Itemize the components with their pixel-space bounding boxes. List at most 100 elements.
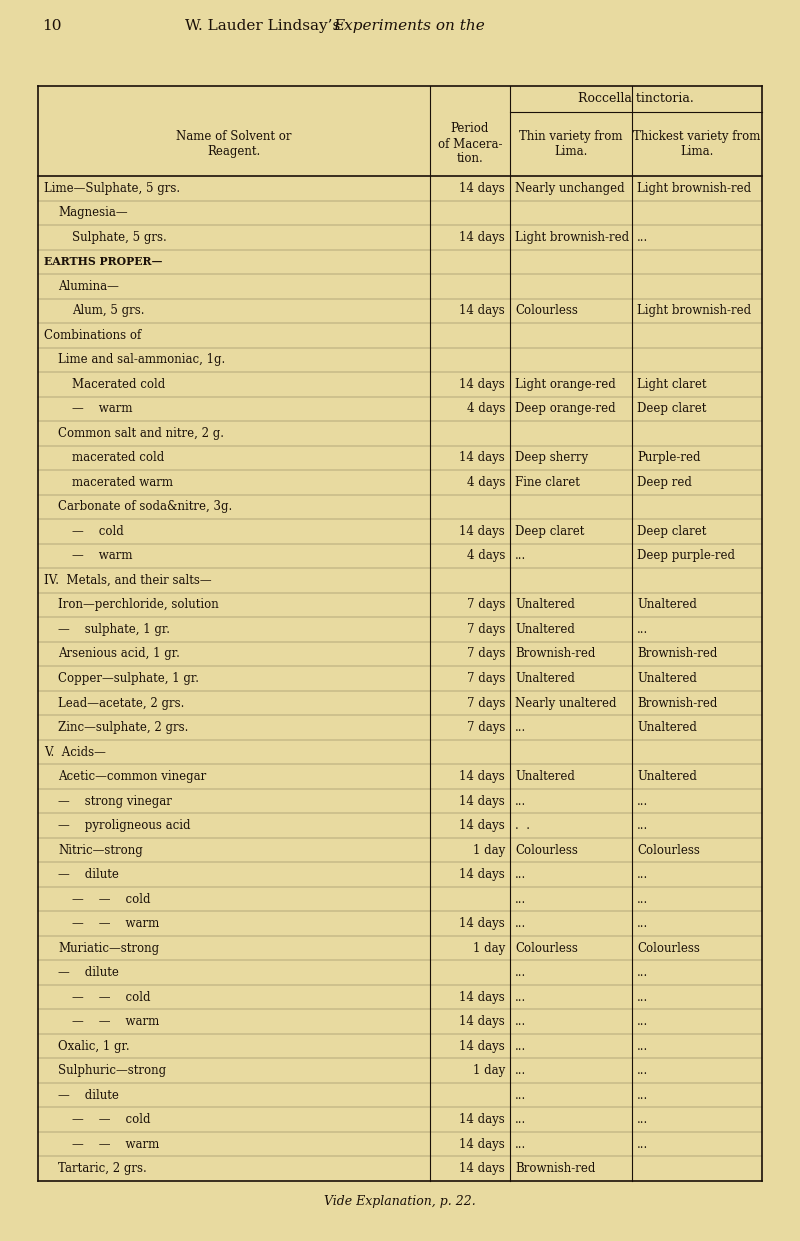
Text: —    —    warm: — — warm <box>72 1138 159 1150</box>
Text: Brownish-red: Brownish-red <box>637 648 718 660</box>
Text: ...: ... <box>515 1088 526 1102</box>
Text: Deep sherry: Deep sherry <box>515 452 588 464</box>
Text: ...: ... <box>637 917 648 930</box>
Text: Sulphuric—strong: Sulphuric—strong <box>58 1065 166 1077</box>
Text: Light brownish-red: Light brownish-red <box>515 231 629 243</box>
Text: —    —    cold: — — cold <box>72 990 150 1004</box>
Text: Light brownish-red: Light brownish-red <box>637 181 751 195</box>
Text: —    strong vinegar: — strong vinegar <box>58 794 172 808</box>
Text: 14 days: 14 days <box>459 819 505 831</box>
Text: macerated warm: macerated warm <box>72 475 173 489</box>
Text: Combinations of: Combinations of <box>44 329 142 341</box>
Text: 14 days: 14 days <box>459 304 505 318</box>
Text: 14 days: 14 days <box>459 869 505 881</box>
Text: Vide Explanation, p. 22.: Vide Explanation, p. 22. <box>324 1195 476 1207</box>
Text: Light orange-red: Light orange-red <box>515 377 616 391</box>
Text: ...: ... <box>515 1138 526 1150</box>
Text: ...: ... <box>637 1088 648 1102</box>
Text: 1 day: 1 day <box>473 1065 505 1077</box>
Text: 1 day: 1 day <box>473 844 505 856</box>
Text: Colourless: Colourless <box>515 844 578 856</box>
Text: ...: ... <box>637 623 648 635</box>
Text: 14 days: 14 days <box>459 1113 505 1127</box>
Text: 4 days: 4 days <box>466 475 505 489</box>
Text: —    pyroligneous acid: — pyroligneous acid <box>58 819 190 831</box>
Text: ...: ... <box>515 869 526 881</box>
Text: 14 days: 14 days <box>459 1015 505 1029</box>
Text: ...: ... <box>637 794 648 808</box>
Text: Copper—sulphate, 1 gr.: Copper—sulphate, 1 gr. <box>58 671 199 685</box>
Text: 14 days: 14 days <box>459 377 505 391</box>
Text: —    —    cold: — — cold <box>72 1113 150 1127</box>
Text: Period
of Macera-
tion.: Period of Macera- tion. <box>438 123 502 165</box>
Text: —    cold: — cold <box>72 525 124 537</box>
Text: Unaltered: Unaltered <box>515 671 575 685</box>
Text: Experiments on the: Experiments on the <box>333 19 485 34</box>
Text: 14 days: 14 days <box>459 794 505 808</box>
Text: Lead—acetate, 2 grs.: Lead—acetate, 2 grs. <box>58 696 184 710</box>
Text: ...: ... <box>515 550 526 562</box>
Text: Name of Solvent or
Reagent.: Name of Solvent or Reagent. <box>176 130 292 158</box>
Text: Macerated cold: Macerated cold <box>72 377 166 391</box>
Text: Colourless: Colourless <box>637 844 700 856</box>
Text: W. Lauder Lindsay’s: W. Lauder Lindsay’s <box>185 19 345 34</box>
Text: ...: ... <box>515 1015 526 1029</box>
Text: ...: ... <box>637 1065 648 1077</box>
Text: 7 days: 7 days <box>466 696 505 710</box>
Text: ...: ... <box>637 231 648 243</box>
Text: V.  Acids—: V. Acids— <box>44 746 106 758</box>
Text: 14 days: 14 days <box>459 1138 505 1150</box>
Text: —    —    warm: — — warm <box>72 917 159 930</box>
Text: macerated cold: macerated cold <box>72 452 164 464</box>
Text: 7 days: 7 days <box>466 598 505 612</box>
Text: Fine claret: Fine claret <box>515 475 580 489</box>
Text: Muriatic—strong: Muriatic—strong <box>58 942 159 954</box>
Text: —    dilute: — dilute <box>58 1088 119 1102</box>
Text: 4 days: 4 days <box>466 402 505 416</box>
Text: 7 days: 7 days <box>466 648 505 660</box>
Text: Oxalic, 1 gr.: Oxalic, 1 gr. <box>58 1040 130 1052</box>
Text: Lime and sal-ammoniac, 1g.: Lime and sal-ammoniac, 1g. <box>58 354 226 366</box>
Text: Magnesia—: Magnesia— <box>58 206 128 220</box>
Text: ...: ... <box>515 1113 526 1127</box>
Text: Brownish-red: Brownish-red <box>515 648 595 660</box>
Text: 14 days: 14 days <box>459 231 505 243</box>
Text: 14 days: 14 days <box>459 452 505 464</box>
Text: —    —    warm: — — warm <box>72 1015 159 1029</box>
Text: Colourless: Colourless <box>637 942 700 954</box>
Text: ...: ... <box>637 819 648 831</box>
Text: Common salt and nitre, 2 g.: Common salt and nitre, 2 g. <box>58 427 224 439</box>
Text: Unaltered: Unaltered <box>515 623 575 635</box>
Text: Colourless: Colourless <box>515 304 578 318</box>
Text: Unaltered: Unaltered <box>637 721 697 733</box>
Text: Zinc—sulphate, 2 grs.: Zinc—sulphate, 2 grs. <box>58 721 188 733</box>
Text: Purple-red: Purple-red <box>637 452 701 464</box>
Text: 1 day: 1 day <box>473 942 505 954</box>
Text: Alum, 5 grs.: Alum, 5 grs. <box>72 304 145 318</box>
Text: Unaltered: Unaltered <box>637 671 697 685</box>
Text: Deep red: Deep red <box>637 475 692 489</box>
Text: Deep claret: Deep claret <box>637 525 706 537</box>
Text: —    warm: — warm <box>72 550 133 562</box>
Text: Deep purple-red: Deep purple-red <box>637 550 735 562</box>
Text: Sulphate, 5 grs.: Sulphate, 5 grs. <box>72 231 166 243</box>
Text: Light brownish-red: Light brownish-red <box>637 304 751 318</box>
Text: Colourless: Colourless <box>515 942 578 954</box>
Text: ...: ... <box>515 721 526 733</box>
Text: 7 days: 7 days <box>466 623 505 635</box>
Text: Acetic—common vinegar: Acetic—common vinegar <box>58 771 206 783</box>
Text: Deep claret: Deep claret <box>515 525 584 537</box>
Text: Nearly unaltered: Nearly unaltered <box>515 696 617 710</box>
Text: ...: ... <box>637 892 648 906</box>
Text: ...: ... <box>637 1040 648 1052</box>
Text: 14 days: 14 days <box>459 990 505 1004</box>
Text: —    sulphate, 1 gr.: — sulphate, 1 gr. <box>58 623 170 635</box>
Text: ...: ... <box>515 794 526 808</box>
Text: —    dilute: — dilute <box>58 967 119 979</box>
Text: 14 days: 14 days <box>459 1163 505 1175</box>
Text: ...: ... <box>637 990 648 1004</box>
Text: ...: ... <box>637 869 648 881</box>
Text: ...: ... <box>637 967 648 979</box>
Text: Thin variety from
Lima.: Thin variety from Lima. <box>519 130 622 158</box>
Text: Brownish-red: Brownish-red <box>637 696 718 710</box>
